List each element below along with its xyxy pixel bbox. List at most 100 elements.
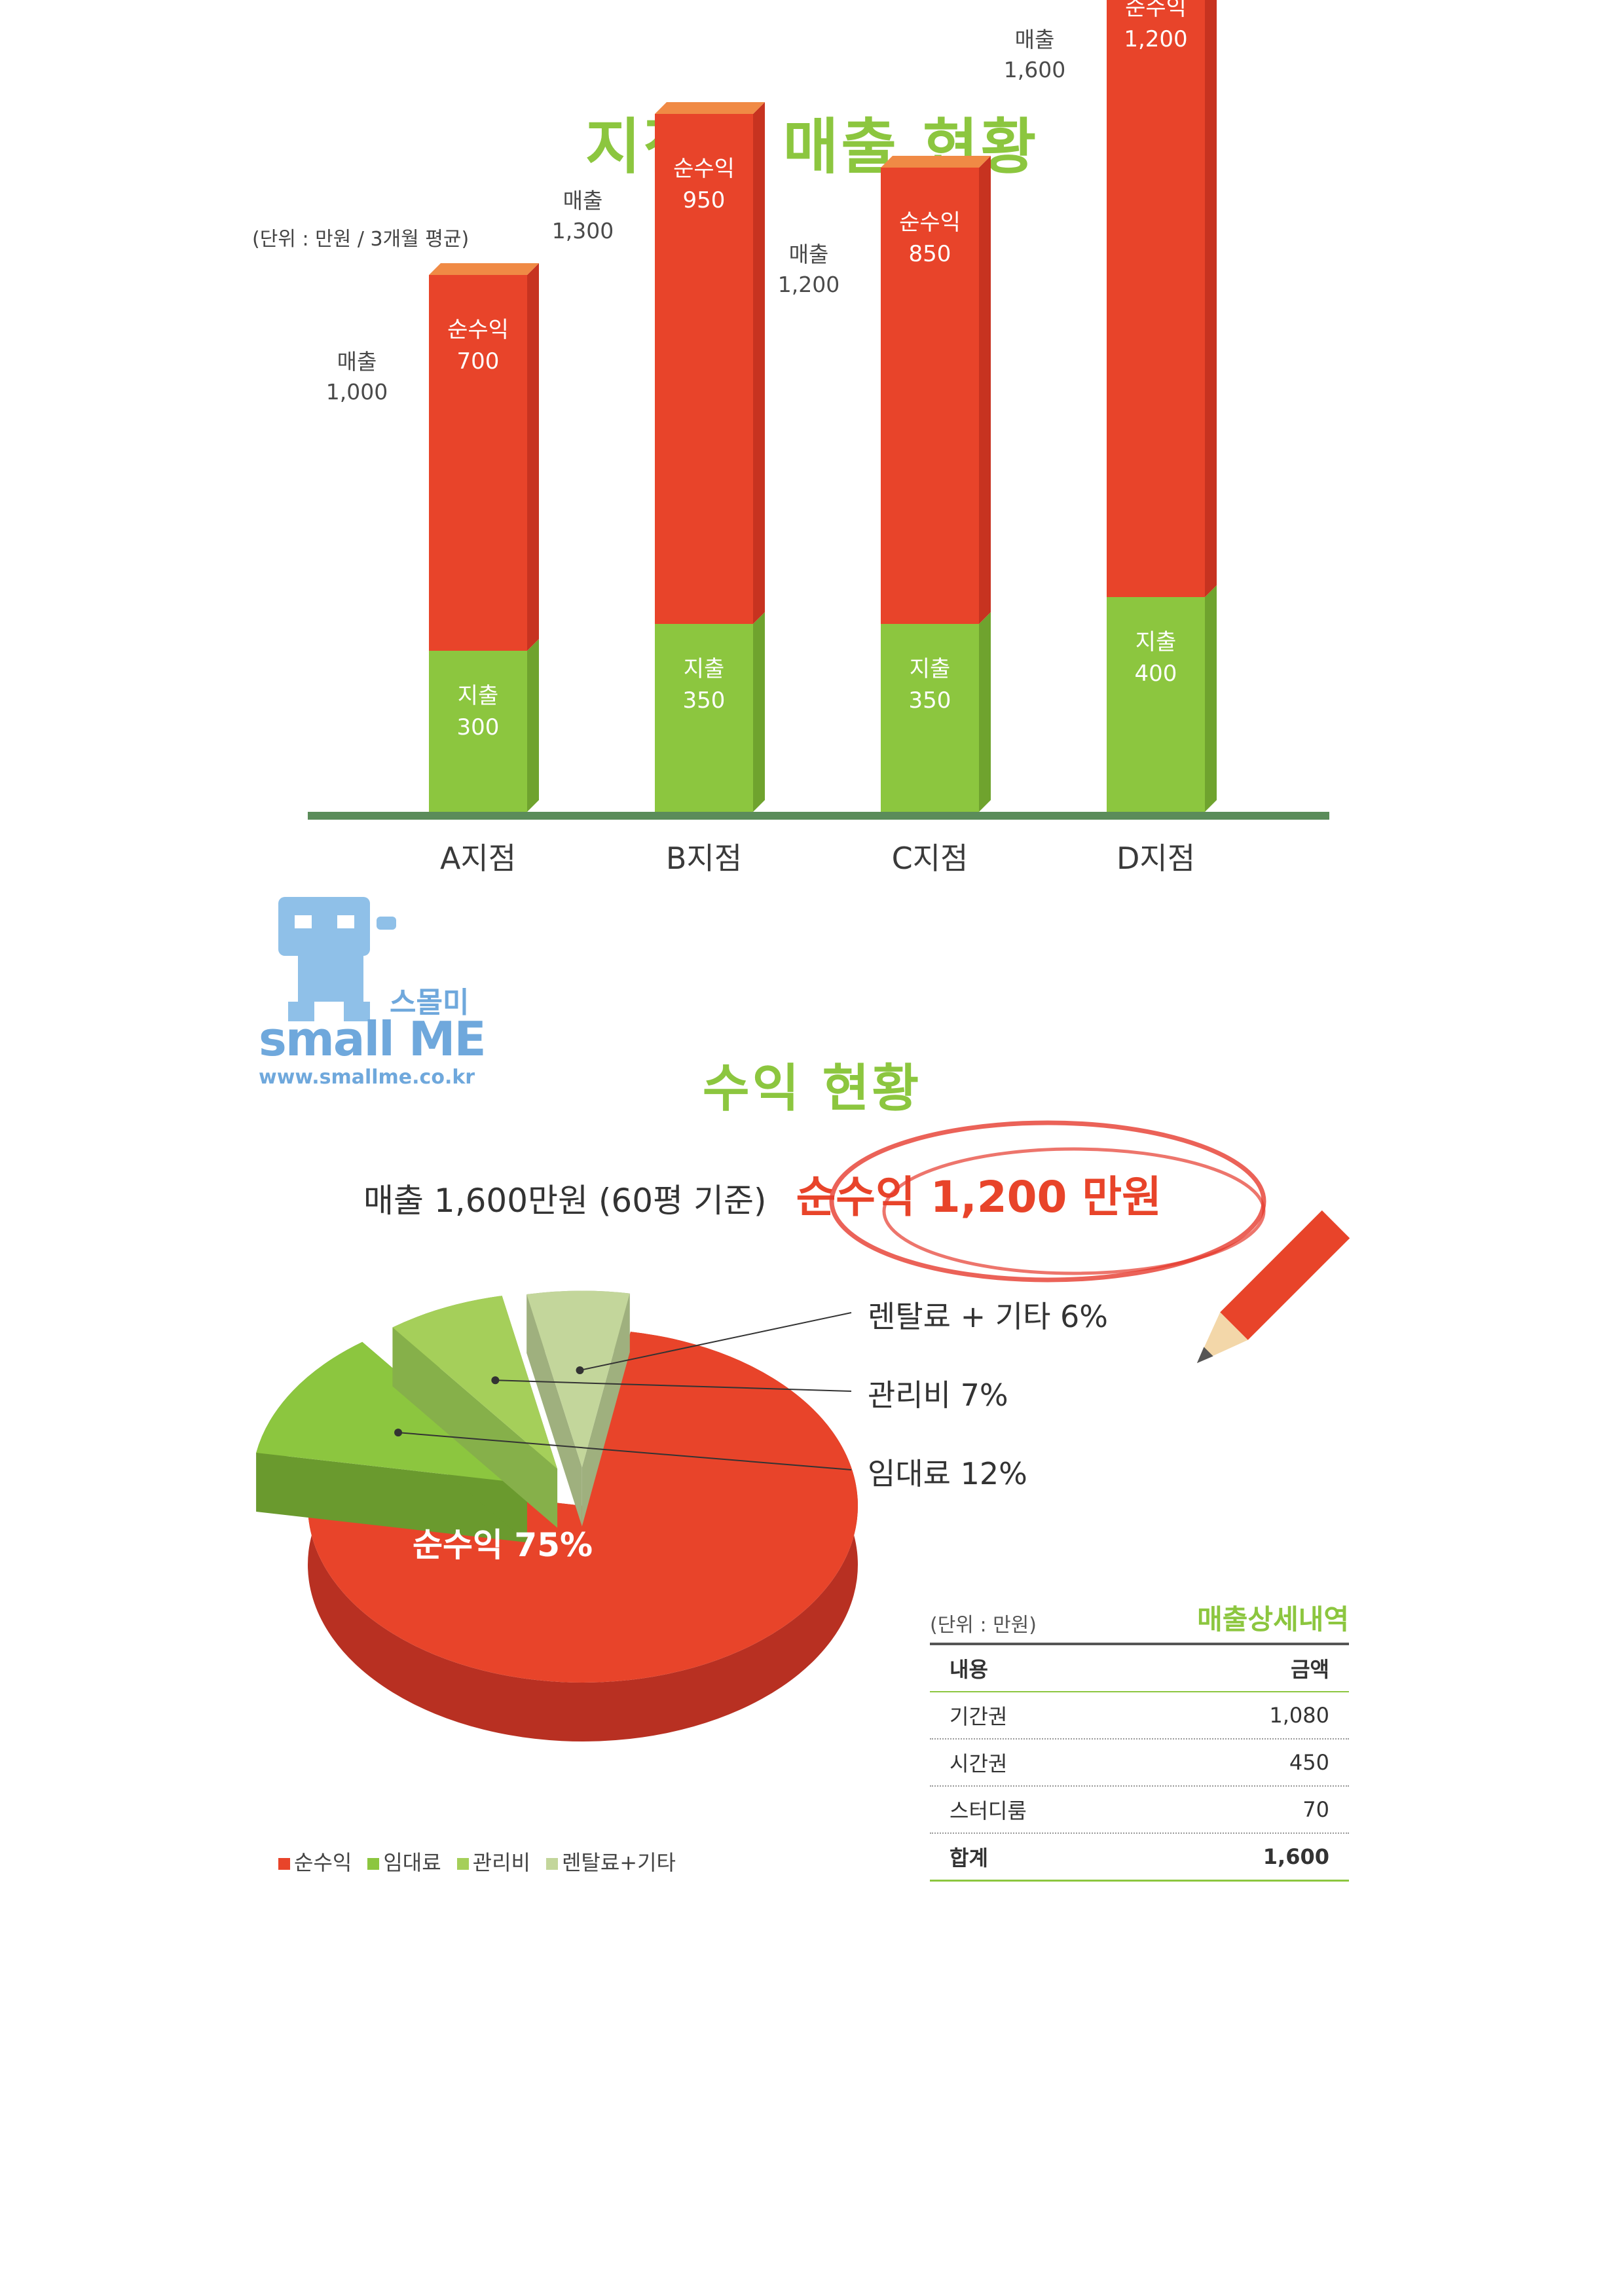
label-profit-value: 850 <box>908 241 951 267</box>
pie-slice-3 <box>526 1290 630 1527</box>
label-expense: 지출 350 <box>881 653 979 716</box>
table-cell-value: 1,600 <box>1263 1844 1329 1869</box>
legend-item: 순수익 <box>278 1846 352 1876</box>
legend-swatch <box>456 1858 469 1870</box>
bar-expense <box>655 624 753 812</box>
label-total: 매출 1,600 <box>979 25 1090 85</box>
table-cell-label: 시간권 <box>950 1751 1008 1776</box>
label-total-value: 1,600 <box>1003 57 1066 82</box>
table-cell-label: 기간권 <box>950 1704 1008 1729</box>
label-total-value: 1,200 <box>777 272 840 297</box>
label-expense-value: 300 <box>456 714 500 740</box>
label-total: 매출 1,000 <box>301 347 413 407</box>
label-total-name: 매출 <box>788 242 829 267</box>
legend-item: 렌탈료+기타 <box>545 1846 676 1876</box>
legend-label: 순수익 <box>294 1850 352 1875</box>
legend-swatch <box>367 1858 380 1870</box>
label-expense-name: 지출 <box>909 656 951 682</box>
label-total: 매출 1,300 <box>527 186 638 246</box>
label-profit-name: 순수익 <box>673 156 735 182</box>
label-expense-value: 400 <box>1134 661 1177 687</box>
table-row: 시간권 450 <box>930 1740 1349 1787</box>
table-cell-label: 스터디룸 <box>950 1798 1027 1823</box>
label-total-value: 1,300 <box>551 218 614 244</box>
bar-expense-side <box>979 612 991 812</box>
callout-line <box>580 1312 852 1371</box>
category-label: C지점 <box>891 841 969 876</box>
label-profit-name: 순수익 <box>447 317 509 343</box>
label-expense: 지출 300 <box>429 680 527 743</box>
table-cell-label: 내용 <box>950 1657 988 1682</box>
label-total-name: 매출 <box>1014 27 1055 52</box>
label-expense-value: 350 <box>682 687 726 714</box>
callout-label: 렌탈료 + 기타 6% <box>868 1299 1108 1334</box>
label-expense-name: 지출 <box>1135 629 1177 655</box>
table-row: 기간권 1,080 <box>930 1692 1349 1740</box>
label-total-value: 1,000 <box>325 379 388 405</box>
bar-profit <box>429 275 527 651</box>
label-profit: 순수익 1,200 <box>1107 0 1205 55</box>
label-total-name: 매출 <box>563 188 603 213</box>
table-cell-value: 70 <box>1302 1797 1329 1822</box>
bar-profit <box>1107 0 1205 597</box>
table-cell-value: 금액 <box>1291 1657 1329 1682</box>
pie-legend: 순수익 임대료 관리비 렌탈료+기타 <box>278 1846 692 1876</box>
bar-top <box>881 156 991 168</box>
logo-brand: small ME <box>259 1011 487 1066</box>
table-unit-note: (단위 : 만원) <box>930 1614 1037 1637</box>
category-label: B지점 <box>665 841 743 876</box>
legend-label: 관리비 <box>472 1850 530 1875</box>
bar-expense-side <box>753 612 765 812</box>
bar-profit <box>881 168 979 624</box>
label-profit-value: 700 <box>456 348 500 374</box>
unit-note: (단위 : 만원 / 3개월 평균) <box>252 228 470 251</box>
table-cell-label: 합계 <box>950 1846 988 1870</box>
bar-profit-side <box>527 263 539 651</box>
label-profit-name: 순수익 <box>1125 0 1187 21</box>
legend-item: 관리비 <box>456 1846 530 1876</box>
label-profit-value: 1,200 <box>1124 26 1188 52</box>
table-cell-value: 450 <box>1289 1750 1329 1775</box>
label-expense-name: 지출 <box>457 683 499 709</box>
main-slice-label: 순수익 75% <box>413 1526 593 1564</box>
pie-title: 수익 현황 <box>702 1059 922 1118</box>
label-profit-value: 950 <box>682 187 726 213</box>
callout-dot <box>491 1376 500 1385</box>
label-total: 매출 1,200 <box>753 240 864 300</box>
label-expense: 지출 350 <box>655 653 753 716</box>
logo: 스몰미 small ME www.smallme.co.kr <box>259 890 488 1089</box>
callout-line <box>495 1379 852 1392</box>
bar-profit-side <box>979 156 991 624</box>
legend-label: 임대료 <box>383 1850 441 1875</box>
category-label: A지점 <box>439 841 517 876</box>
bar-profit-side <box>753 102 765 624</box>
label-profit: 순수익 950 <box>655 153 753 216</box>
bar-profit <box>655 114 753 624</box>
bar-chart <box>308 0 1329 820</box>
category-label: D지점 <box>1116 841 1196 876</box>
table-cell-value: 1,080 <box>1269 1703 1329 1728</box>
callout-line <box>397 1432 852 1470</box>
bar-expense-side <box>1205 585 1217 812</box>
legend-swatch <box>545 1858 558 1870</box>
callout-dot <box>576 1366 584 1375</box>
table-row: 스터디룸 70 <box>930 1787 1349 1834</box>
robot-logo-icon <box>278 897 396 1021</box>
label-total-name: 매출 <box>337 349 377 374</box>
label-expense-value: 350 <box>908 687 951 714</box>
legend-item: 임대료 <box>367 1846 441 1876</box>
bar-profit-side <box>1205 0 1217 597</box>
logo-korean: 스몰미 <box>390 986 470 1019</box>
label-profit: 순수익 700 <box>429 314 527 377</box>
label-expense-name: 지출 <box>683 656 725 682</box>
label-profit: 순수익 850 <box>881 207 979 270</box>
headline-sales: 매출 1,600만원 (60평 기준) <box>363 1182 767 1220</box>
legend-swatch <box>278 1858 290 1870</box>
label-expense: 지출 400 <box>1107 627 1205 689</box>
detail-table-area: (단위 : 만원) 매출상세내역 내용 금액 기간권 1,080 시간권 450 스터디룸 7… <box>930 1597 1349 1882</box>
table-header-row: 내용 금액 <box>930 1645 1349 1692</box>
bar-expense <box>429 651 527 812</box>
baseline <box>308 812 1329 820</box>
